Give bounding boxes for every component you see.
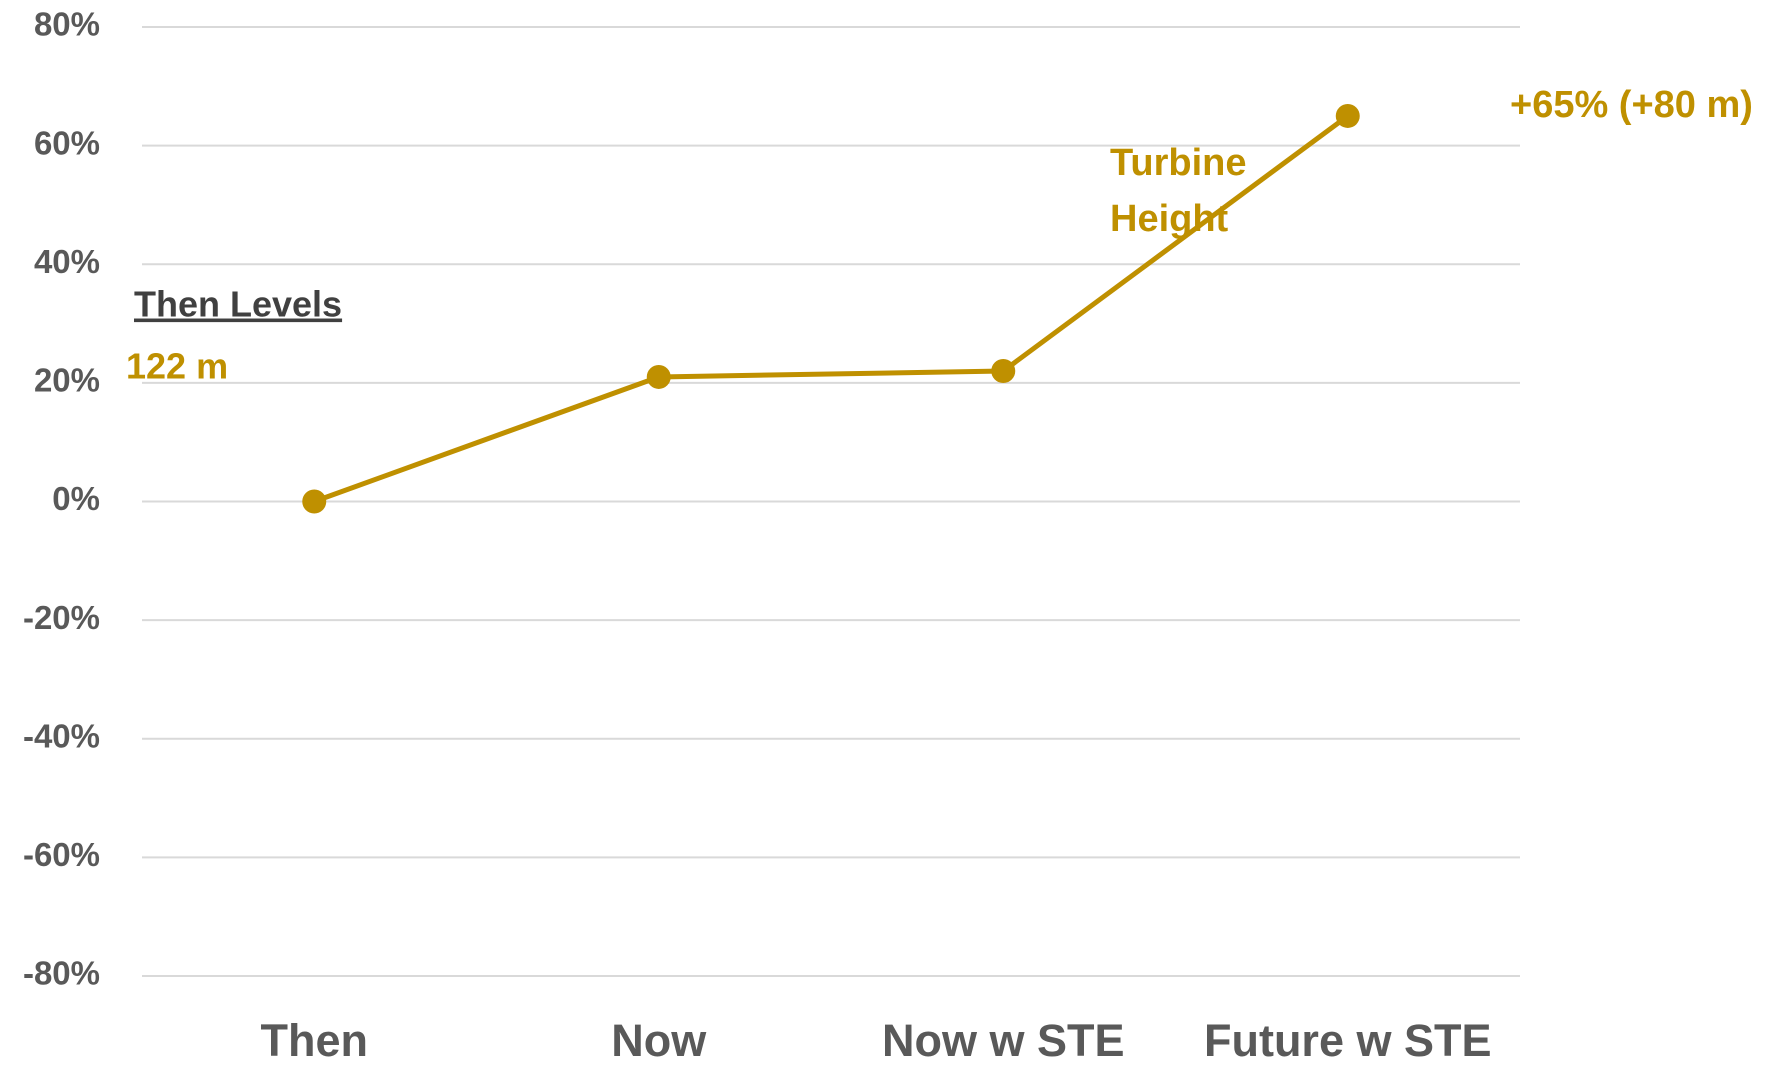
x-tick-label: Future w STE xyxy=(1204,1015,1492,1065)
data-point xyxy=(302,489,327,514)
end-label: +65% (+80 m) xyxy=(1510,84,1753,126)
series-label: Turbine Height xyxy=(1110,142,1247,240)
y-tick-label: -60% xyxy=(23,836,100,873)
data-point xyxy=(646,364,671,389)
data-point xyxy=(991,359,1016,384)
reference-title: Then Levels xyxy=(134,284,342,325)
x-tick-label: Now xyxy=(611,1015,707,1065)
y-tick-label: -20% xyxy=(23,599,100,636)
reference-value: 122 m xyxy=(126,346,228,387)
y-tick-label: 40% xyxy=(34,243,100,280)
y-tick-label: 60% xyxy=(34,124,100,161)
x-tick-label: Then xyxy=(261,1015,369,1065)
series-line xyxy=(313,113,1350,504)
y-tick-label: 20% xyxy=(34,362,100,399)
data-point xyxy=(1335,103,1360,128)
y-tick-label: -80% xyxy=(23,955,100,992)
y-tick-label: -40% xyxy=(23,717,100,754)
y-tick-label: 0% xyxy=(52,480,100,517)
y-tick-label: 80% xyxy=(34,6,100,43)
x-tick-label: Now w STE xyxy=(882,1015,1125,1065)
